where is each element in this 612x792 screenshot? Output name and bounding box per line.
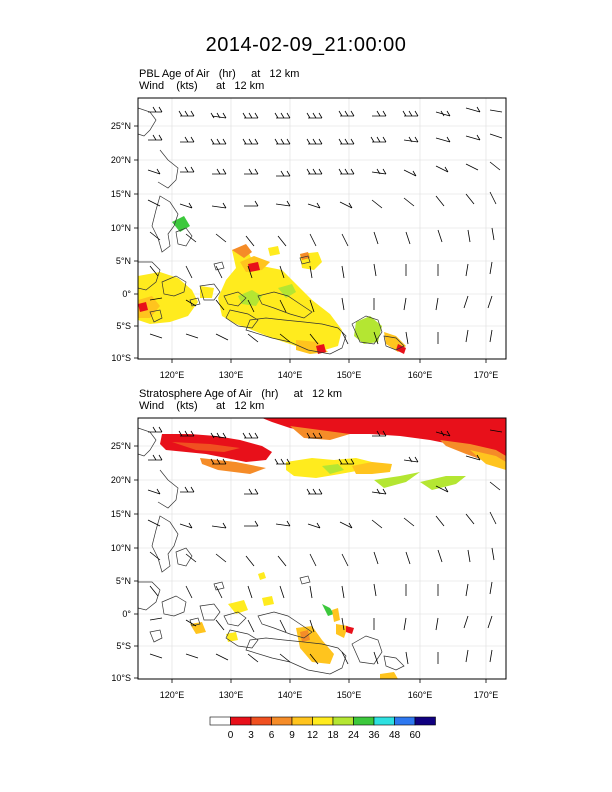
colorbar-box bbox=[250, 716, 272, 726]
colorbar-label: 24 bbox=[348, 730, 360, 741]
top-lon-label: 120°E bbox=[160, 370, 185, 380]
colorbar-label: 36 bbox=[368, 730, 380, 741]
colorbar-label: 9 bbox=[289, 730, 295, 741]
colorbar-label: 0 bbox=[228, 730, 234, 741]
top-lat-label: 10°N bbox=[111, 223, 131, 233]
top-lon-labels: 120°E 130°E 140°E 150°E 160°E 170°E bbox=[160, 370, 499, 380]
bottom-map-panel: 25°N 20°N 15°N 10°N 5°N 0° 5°S 10°S 120°… bbox=[111, 417, 507, 700]
colorbar-box bbox=[332, 716, 354, 726]
top-pbl-age-field bbox=[138, 216, 406, 354]
colorbar-box bbox=[353, 716, 375, 726]
bottom-lat-label: 5°S bbox=[116, 641, 131, 651]
bottom-axis-ticks bbox=[134, 445, 487, 683]
colorbar-boxes bbox=[209, 716, 436, 726]
colorbar-label: 3 bbox=[248, 730, 254, 741]
top-gridlines bbox=[138, 98, 506, 359]
bottom-lon-label: 160°E bbox=[408, 690, 433, 700]
bottom-lon-label: 130°E bbox=[219, 690, 244, 700]
colorbar-label: 60 bbox=[409, 730, 421, 741]
bottom-lat-label: 25°N bbox=[111, 441, 131, 451]
top-lat-labels: 25°N 20°N 15°N 10°N 5°N 0° 5°S 10°S bbox=[111, 121, 132, 363]
bottom-lon-label: 150°E bbox=[337, 690, 362, 700]
colorbar-label: 12 bbox=[307, 730, 319, 741]
colorbar-box bbox=[271, 716, 293, 726]
bottom-gridlines bbox=[138, 418, 506, 679]
colorbar-box bbox=[394, 716, 416, 726]
top-lon-label: 160°E bbox=[408, 370, 433, 380]
colorbar-labels: 0 3 6 9 12 18 24 36 48 60 bbox=[228, 730, 421, 741]
top-axis-ticks bbox=[134, 125, 487, 363]
top-lat-label: 15°N bbox=[111, 189, 131, 199]
colorbar-box bbox=[230, 716, 252, 726]
colorbar-label: 6 bbox=[269, 730, 275, 741]
top-lat-label: 5°S bbox=[116, 321, 131, 331]
bottom-lat-label: 5°N bbox=[116, 576, 131, 586]
colorbar-box bbox=[373, 716, 395, 726]
top-lon-label: 170°E bbox=[474, 370, 499, 380]
top-map-panel: 25°N 20°N 15°N 10°N 5°N 0° 5°S 10°S 120°… bbox=[111, 97, 507, 380]
colorbar-box bbox=[209, 716, 231, 726]
bottom-lon-label: 170°E bbox=[474, 690, 499, 700]
bottom-lat-label: 10°N bbox=[111, 543, 131, 553]
bottom-strat-age-field bbox=[160, 418, 506, 679]
bottom-lon-labels: 120°E 130°E 140°E 150°E 160°E 170°E bbox=[160, 690, 499, 700]
bottom-map-frame bbox=[137, 417, 507, 680]
top-wind-barbs bbox=[147, 106, 503, 345]
top-lat-label: 10°S bbox=[111, 353, 131, 363]
colorbar-box bbox=[291, 716, 313, 726]
bottom-lat-label: 10°S bbox=[111, 673, 131, 683]
top-lat-label: 0° bbox=[122, 289, 131, 299]
colorbar-label: 18 bbox=[327, 730, 339, 741]
top-lat-label: 5°N bbox=[116, 256, 131, 266]
bottom-lat-label: 15°N bbox=[111, 509, 131, 519]
top-panel-field-label: PBL Age of Air (hr) at 12 km bbox=[139, 68, 300, 80]
bottom-panel-wind-label: Wind (kts) at 12 km bbox=[139, 400, 265, 412]
bottom-wind-barbs bbox=[147, 426, 503, 665]
colorbar-box bbox=[414, 716, 436, 726]
bottom-lat-label: 20°N bbox=[111, 475, 131, 485]
bottom-lon-label: 140°E bbox=[278, 690, 303, 700]
top-lon-label: 150°E bbox=[337, 370, 362, 380]
top-coastlines bbox=[138, 107, 405, 355]
bottom-lat-label: 0° bbox=[122, 609, 131, 619]
top-lon-label: 140°E bbox=[278, 370, 303, 380]
colorbar: 0 3 6 9 12 18 24 36 48 60 bbox=[209, 716, 436, 741]
top-lat-label: 20°N bbox=[111, 155, 131, 165]
bottom-lon-label: 120°E bbox=[160, 690, 185, 700]
top-panel-wind-label: Wind (kts) at 12 km bbox=[139, 80, 265, 92]
top-lon-label: 130°E bbox=[219, 370, 244, 380]
figure-title: 2014-02-09_21:00:00 bbox=[205, 34, 407, 56]
bottom-panel-field-label: Stratosphere Age of Air (hr) at 12 km bbox=[139, 388, 342, 400]
colorbar-label: 48 bbox=[389, 730, 401, 741]
colorbar-box bbox=[312, 716, 334, 726]
top-lat-label: 25°N bbox=[111, 121, 131, 131]
bottom-lat-labels: 25°N 20°N 15°N 10°N 5°N 0° 5°S 10°S bbox=[111, 441, 132, 683]
top-map-frame bbox=[137, 97, 507, 360]
